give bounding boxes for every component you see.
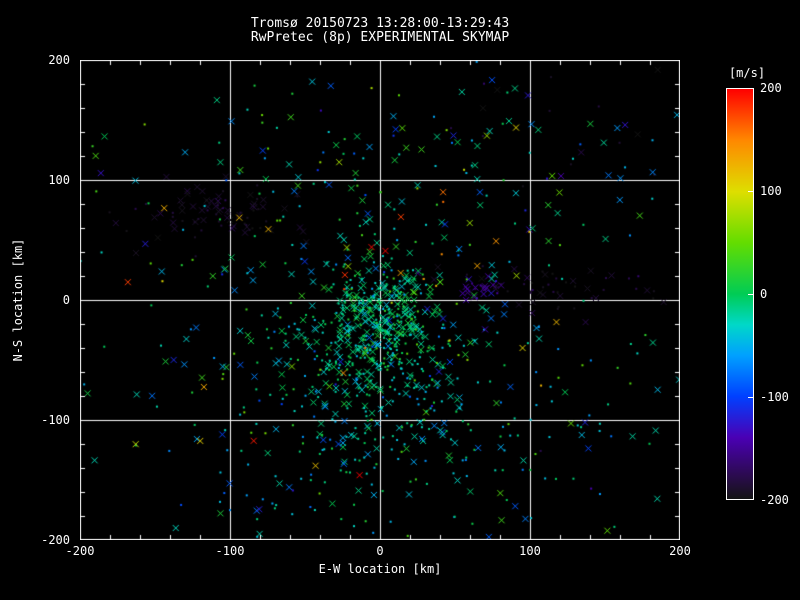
y-tick-100: 100 <box>48 173 70 187</box>
y-axis-ticks: 200 100 0 -100 -200 <box>28 53 76 547</box>
cbar-tick-neg200: -200 <box>760 493 789 507</box>
cbar-tick-0: 0 <box>760 287 768 301</box>
plot-area <box>80 60 680 540</box>
colorbar-ticks: 200 100 0 -100 -200 <box>760 81 800 507</box>
y-tick-0: 0 <box>62 293 70 307</box>
colorbar-tickmark <box>748 294 753 295</box>
x-tick-0: 0 <box>376 544 384 558</box>
chart-title-line2: RwPretec (8p) EXPERIMENTAL SKYMAP <box>250 30 510 45</box>
y-tick-neg100: -100 <box>41 413 70 427</box>
colorbar-tickmark <box>748 191 753 192</box>
x-tick-100: 100 <box>519 544 541 558</box>
scatter-canvas <box>80 60 680 540</box>
cbar-tick-200: 200 <box>760 81 782 95</box>
cbar-tick-100: 100 <box>760 184 782 198</box>
x-axis-ticks: -200 -100 0 100 200 <box>66 544 691 558</box>
x-tick-neg100: -100 <box>215 544 245 558</box>
y-tick-neg200: -200 <box>41 533 70 547</box>
x-axis-label: E-W location [km] <box>318 562 442 576</box>
x-tick-200: 200 <box>669 544 691 558</box>
y-tick-200: 200 <box>48 53 70 67</box>
chart-title-line1: Tromsø 20150723 13:28:00-13:29:43 <box>250 16 510 31</box>
colorbar-unit-label: [m/s] <box>728 66 766 80</box>
colorbar-tickmark <box>748 397 753 398</box>
colorbar <box>726 88 754 500</box>
x-tick-neg200: -200 <box>65 544 95 558</box>
y-axis-label: N-S location [km] <box>11 238 25 362</box>
cbar-tick-neg100: -100 <box>760 390 789 404</box>
